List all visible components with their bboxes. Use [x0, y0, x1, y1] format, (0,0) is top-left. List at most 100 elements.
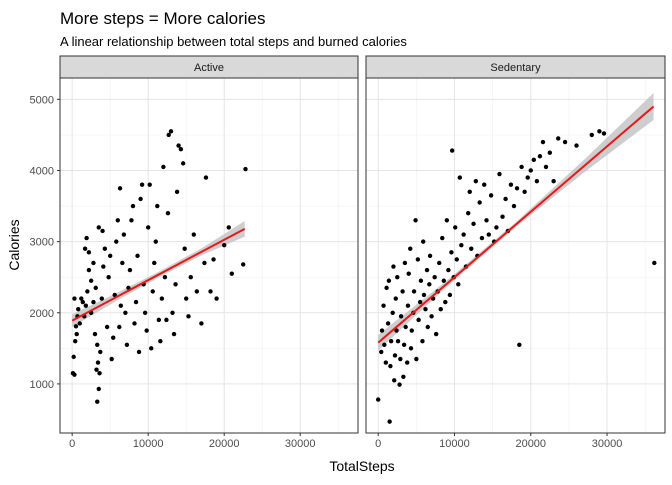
data-point: [508, 182, 514, 187]
data-point: [214, 296, 219, 301]
data-point: [418, 278, 424, 283]
data-point: [461, 232, 466, 237]
data-point: [408, 246, 413, 251]
data-point: [414, 356, 419, 362]
data-point: [403, 324, 408, 330]
data-point: [91, 260, 96, 266]
data-point: [118, 303, 124, 308]
data-point: [222, 242, 227, 248]
data-point: [121, 232, 127, 237]
data-point: [145, 225, 151, 230]
data-point: [77, 321, 82, 326]
data-point: [95, 342, 100, 347]
data-point: [199, 321, 204, 326]
data-point: [379, 349, 384, 355]
x-tick-label: 30000: [592, 438, 623, 450]
data-point: [421, 292, 427, 298]
data-point: [543, 164, 549, 170]
data-point: [382, 342, 387, 347]
data-point: [388, 363, 393, 369]
data-point: [155, 203, 160, 209]
data-point: [86, 250, 92, 255]
data-point: [441, 278, 447, 283]
data-point: [429, 314, 434, 319]
data-point: [394, 328, 399, 333]
data-point: [178, 146, 184, 152]
facet-panel-sedentary: Sedentary 0 10000 20000 30000: [365, 55, 666, 450]
data-point: [423, 307, 428, 312]
data-point: [188, 274, 193, 280]
data-point: [95, 360, 101, 365]
data-point: [601, 131, 607, 136]
data-point: [409, 328, 414, 333]
regression-line: [377, 105, 655, 344]
data-point: [406, 271, 411, 276]
data-point: [525, 175, 530, 180]
data-point: [500, 214, 505, 219]
y-tick-label: 4000: [30, 165, 54, 177]
data-point: [173, 282, 178, 287]
data-point: [83, 303, 89, 308]
data-point: [182, 246, 187, 251]
data-point: [85, 289, 90, 294]
confidence-band: [378, 92, 654, 351]
data-point: [166, 132, 171, 138]
y-tick-label: 1000: [30, 379, 54, 391]
data-point: [104, 324, 110, 330]
x-tick-label: 10000: [439, 438, 470, 450]
data-point: [477, 200, 482, 205]
data-point: [537, 154, 543, 159]
data-point: [80, 299, 86, 305]
data-point: [395, 274, 400, 280]
data-point: [150, 289, 155, 294]
data-point: [531, 157, 537, 163]
data-point: [136, 349, 142, 355]
x-tick-label: 0: [69, 438, 75, 450]
data-point: [84, 235, 89, 241]
data-point: [466, 210, 471, 216]
data-point: [171, 331, 177, 337]
data-point: [96, 386, 101, 392]
data-point: [156, 317, 162, 323]
data-point: [99, 296, 105, 301]
data-point: [438, 307, 443, 312]
data-point: [400, 289, 405, 294]
data-point: [405, 303, 411, 308]
data-point: [547, 150, 553, 155]
data-point: [92, 331, 98, 337]
data-point: [165, 210, 171, 216]
data-point: [107, 253, 113, 259]
data-point: [147, 182, 152, 187]
data-point: [413, 218, 418, 223]
data-point: [73, 324, 79, 329]
data-point: [408, 346, 414, 351]
data-point: [393, 296, 398, 301]
data-point: [446, 267, 451, 273]
data-point: [494, 225, 499, 230]
facet-panel-active: Active 0 10000 20000 30000 1000 2000 3000 4000 50…: [30, 55, 359, 450]
data-point: [203, 175, 209, 180]
data-point: [164, 317, 169, 323]
data-point: [112, 292, 117, 298]
data-point: [72, 296, 77, 301]
data-point: [186, 314, 191, 319]
data-point: [139, 182, 145, 187]
data-point: [100, 228, 105, 234]
data-point: [159, 296, 165, 301]
data-point: [142, 310, 148, 315]
data-point: [82, 246, 88, 251]
data-point: [88, 278, 94, 283]
chart-title: More steps = More calories: [60, 9, 266, 28]
data-point: [424, 267, 430, 273]
data-point: [417, 299, 423, 305]
data-point: [456, 282, 461, 287]
data-point: [111, 335, 116, 340]
data-point: [427, 253, 433, 259]
panels-layer: Active 0 10000 20000 30000 1000 2000 3000 4000 50…: [30, 55, 666, 450]
data-point: [447, 292, 453, 298]
data-point: [243, 166, 248, 172]
data-point: [497, 171, 502, 177]
data-point: [191, 232, 196, 237]
data-point: [528, 168, 533, 173]
data-point: [457, 175, 463, 180]
